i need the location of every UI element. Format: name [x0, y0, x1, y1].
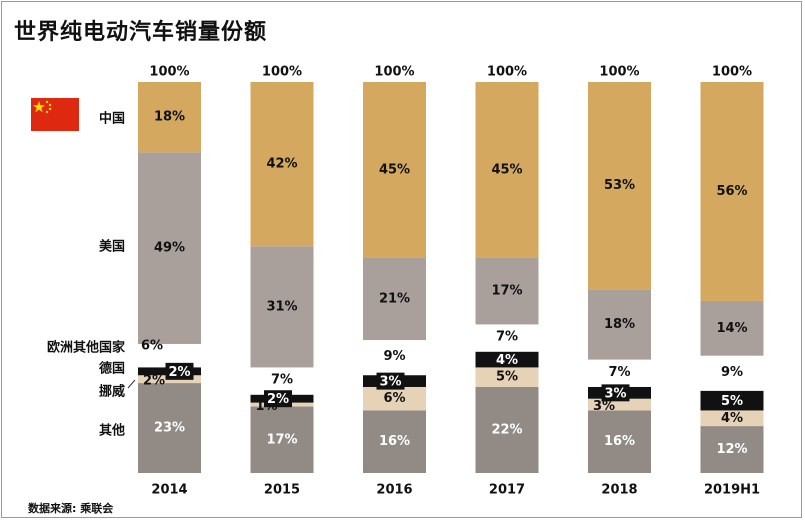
bar-segment-5-1 [250, 82, 314, 247]
germany-label-box-1 [264, 390, 292, 408]
data-label-other-4: 16% [604, 434, 635, 449]
data-label-us-0: 49% [154, 241, 185, 256]
series-label-other: 其他 [99, 423, 125, 439]
data-label-germany-2: 3% [379, 375, 401, 390]
bar-segment-1-4 [588, 398, 651, 411]
bar-segment-4-1 [250, 246, 314, 368]
bar-segment-2-3 [475, 351, 539, 368]
data-label-norway-2: 6% [383, 391, 405, 406]
bar-segment-0-3 [475, 386, 539, 473]
category-label-4: 2018 [601, 483, 637, 498]
germany-label-box-4 [601, 384, 630, 402]
data-label-germany-5: 5% [721, 394, 743, 409]
total-label-1: 100% [262, 65, 302, 80]
data-label-china-5: 56% [716, 184, 747, 199]
bar-segment-1-2 [363, 386, 426, 411]
bar-segment-5-0 [138, 82, 201, 153]
bar-segment-4-4 [588, 289, 651, 360]
category-label-3: 2017 [489, 483, 525, 498]
data-label-china-2: 45% [379, 162, 410, 177]
bar-segment-5-4 [588, 82, 651, 290]
data-label-china-4: 53% [604, 178, 635, 193]
bar-segment-0-5 [700, 426, 764, 473]
category-label-5: 2019H1 [704, 483, 760, 498]
total-label-0: 100% [149, 65, 189, 80]
category-label-2: 2016 [376, 483, 412, 498]
bar-segment-5-2 [363, 82, 426, 258]
data-label-germany-0: 2% [168, 365, 190, 380]
data-label-germany-4: 3% [604, 386, 626, 401]
data-label-germany-3: 4% [496, 353, 518, 368]
total-label-5: 100% [712, 65, 752, 80]
data-label-us-1: 31% [266, 299, 297, 314]
bar-segment-1-3 [475, 367, 539, 387]
data-label-norway-3: 5% [496, 370, 518, 385]
data-label-europe-3: 7% [496, 330, 518, 345]
data-label-other-3: 22% [491, 422, 522, 437]
total-label-2: 100% [374, 65, 414, 80]
bar-segment-4-2 [363, 257, 426, 341]
data-label-norway-4: 3% [593, 399, 615, 414]
germany-label-box-0 [165, 362, 194, 380]
bar-segment-0-2 [363, 410, 426, 473]
series-label-germany: 德国 [99, 361, 125, 377]
bar-segment-1-5 [700, 410, 764, 427]
bar-segment-4-5 [700, 300, 764, 356]
series-label-us: 美国 [99, 239, 125, 255]
data-source: 数据来源: 乘联会 [28, 502, 114, 515]
data-label-china-1: 42% [266, 157, 297, 172]
data-label-us-5: 14% [716, 321, 747, 336]
data-label-europe-2: 9% [383, 349, 405, 364]
china-flag-icon [31, 98, 79, 131]
data-label-us-2: 21% [379, 292, 410, 307]
total-label-3: 100% [487, 65, 527, 80]
data-label-europe-1: 7% [271, 373, 293, 388]
bar-segment-5-3 [475, 82, 539, 258]
bar-segment-5-5 [700, 82, 764, 301]
norway-leader-line [127, 379, 136, 389]
data-label-norway-5: 4% [721, 411, 743, 426]
data-label-europe-5: 9% [721, 365, 743, 380]
data-label-europe-0: 6% [141, 338, 163, 353]
data-label-other-5: 12% [716, 442, 747, 457]
data-label-other-0: 23% [154, 421, 185, 436]
bar-segment-2-5 [700, 390, 764, 411]
data-label-china-0: 18% [154, 110, 185, 125]
data-label-europe-4: 7% [608, 365, 630, 380]
data-label-us-3: 17% [491, 284, 522, 299]
series-label-norway: 挪威 [99, 384, 125, 400]
data-label-norway-0: 2% [143, 374, 165, 389]
data-label-us-4: 18% [604, 317, 635, 332]
chart-title: 世界纯电动汽车销量份额 [14, 20, 268, 45]
bar-segment-0-1 [250, 406, 314, 473]
category-label-0: 2014 [151, 483, 187, 498]
data-label-other-2: 16% [379, 434, 410, 449]
series-label-europe-other: 欧洲其他国家 [47, 340, 126, 356]
data-label-germany-1: 2% [267, 392, 289, 407]
bar-segment-4-0 [138, 152, 201, 344]
bar-segment-0-4 [588, 410, 651, 473]
total-label-4: 100% [599, 65, 639, 80]
data-label-other-1: 17% [266, 432, 297, 447]
series-label-china: 中国 [99, 111, 125, 127]
germany-label-box-2 [376, 372, 405, 390]
bar-segment-0-0 [138, 383, 201, 473]
category-label-1: 2015 [264, 483, 300, 498]
bar-segment-4-3 [475, 257, 539, 325]
data-label-china-3: 45% [491, 162, 522, 177]
